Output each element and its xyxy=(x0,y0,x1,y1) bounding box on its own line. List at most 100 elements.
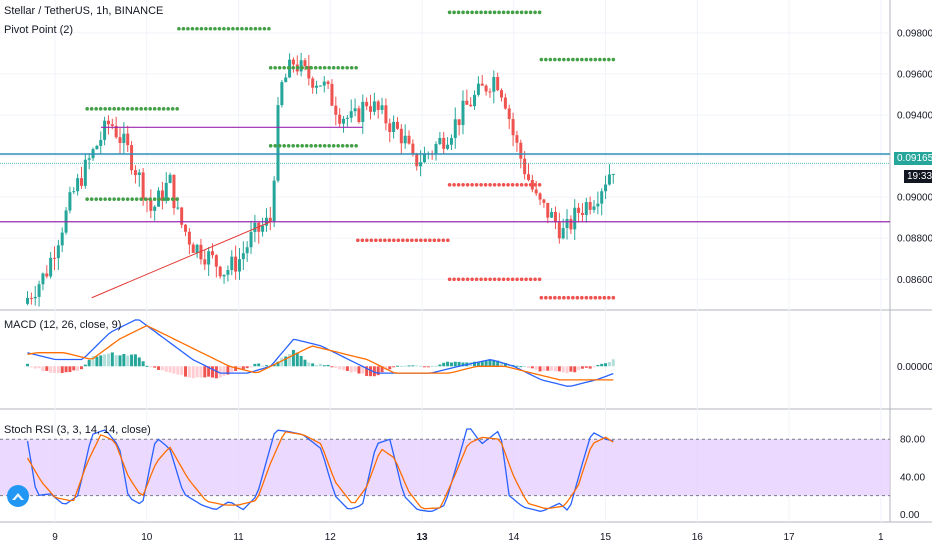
macd-histogram-bar xyxy=(226,366,230,375)
candle-up xyxy=(49,251,53,279)
macd-histogram-bar xyxy=(207,366,211,377)
macd-histogram-bar xyxy=(41,366,45,372)
macd-histogram-bar xyxy=(611,359,615,367)
candle-down xyxy=(430,150,434,160)
candle-up xyxy=(207,247,211,276)
candle-up xyxy=(60,227,64,253)
macd-histogram-bar xyxy=(426,366,430,368)
macd-histogram-bar xyxy=(160,366,164,371)
macd-histogram-bar xyxy=(157,366,161,370)
countdown-tag: 19:33 xyxy=(904,170,932,183)
macd-histogram-bar xyxy=(542,366,546,371)
candle-down xyxy=(357,105,361,124)
candle-down xyxy=(326,80,330,90)
macd-histogram-bar xyxy=(168,366,172,373)
pivot-level-resistance xyxy=(447,277,542,282)
pivot-level-support xyxy=(268,65,358,70)
macd-histogram-bar xyxy=(249,366,253,368)
macd-histogram-bar xyxy=(303,359,307,367)
candle-down xyxy=(210,243,214,259)
stoch-rsi-band xyxy=(0,438,890,497)
macd-histogram-bar xyxy=(264,365,268,367)
macd-histogram-bar xyxy=(187,366,191,378)
candle-up xyxy=(573,199,577,241)
macd-histogram-bar xyxy=(480,361,484,367)
macd-histogram-bar xyxy=(29,366,33,368)
candle-down xyxy=(187,228,191,255)
candle-up xyxy=(33,286,37,306)
macd-histogram-bar xyxy=(326,364,330,367)
macd-histogram-bar xyxy=(596,364,600,367)
macd-histogram-bar xyxy=(392,366,396,368)
macd-histogram-bar xyxy=(299,355,303,367)
macd-histogram-bar xyxy=(126,355,130,367)
grid xyxy=(0,0,932,523)
candle-down xyxy=(330,79,334,107)
macd-histogram-bar xyxy=(422,366,426,368)
candle-down xyxy=(395,117,399,130)
macd-histogram-bar xyxy=(288,353,292,367)
candle-up xyxy=(280,80,284,108)
macd-histogram-bar xyxy=(141,361,145,367)
tradingview-logo-icon[interactable] xyxy=(7,485,29,507)
trend-line[interactable] xyxy=(91,221,271,299)
macd-histogram-bar xyxy=(176,366,180,375)
candle-up xyxy=(245,241,249,262)
candle-up xyxy=(315,80,319,95)
macd-histogram-bar xyxy=(384,366,388,370)
time-axis-tick-label: 17 xyxy=(784,532,796,543)
macd-histogram-bar xyxy=(311,363,315,367)
macd-histogram-bar xyxy=(91,356,95,367)
candle-up xyxy=(153,205,157,221)
candle-down xyxy=(511,112,515,147)
last-price-tag: 0.09165 xyxy=(894,152,932,165)
stoch-rsi-band-fill xyxy=(0,439,890,496)
macd-histogram-bar xyxy=(145,365,149,367)
rsi-axis-tick-label: 0.00 xyxy=(900,510,920,521)
macd-histogram-bar xyxy=(395,365,399,367)
time-axis-tick-label: 11 xyxy=(233,532,244,543)
candle-up xyxy=(26,291,30,306)
macd-histogram-bar xyxy=(449,362,453,367)
candle-up xyxy=(76,173,80,196)
candle-down xyxy=(507,104,511,130)
macd-histogram-bar xyxy=(604,363,608,367)
pivot-level-resistance xyxy=(356,238,450,243)
symbol-title: Stellar / TetherUS, 1h, BINANCE xyxy=(4,5,164,17)
candle-down xyxy=(338,108,342,128)
macd-histogram-bar xyxy=(245,366,249,369)
macd-histogram-bar xyxy=(214,366,218,379)
macd-histogram-bar xyxy=(569,366,573,372)
macd-histogram-bar xyxy=(103,354,107,367)
macd-histogram-bar xyxy=(114,355,118,367)
price-axis-tick-label: 0.09000 xyxy=(897,193,932,204)
candle-up xyxy=(380,97,384,115)
candle-up xyxy=(392,115,396,139)
candle-down xyxy=(407,130,411,145)
macd-histogram-bar xyxy=(284,356,288,367)
candle-up xyxy=(168,172,172,184)
macd-histogram-bar xyxy=(573,366,577,373)
macd-histogram-bar xyxy=(261,365,265,367)
candle-up xyxy=(438,131,442,146)
candle-down xyxy=(334,96,338,126)
candle-up xyxy=(237,247,241,280)
candle-down xyxy=(415,152,419,171)
macd-histogram-bar xyxy=(342,366,346,371)
candle-up xyxy=(449,134,453,151)
macd-histogram-bar xyxy=(372,366,376,377)
candle-up xyxy=(164,172,168,204)
pivot-level-support xyxy=(539,57,616,62)
price-axis-tick-label: 0.09400 xyxy=(897,110,932,121)
candle-down xyxy=(133,165,137,184)
macd-histogram-bar xyxy=(523,366,527,368)
macd-histogram-bar xyxy=(530,366,534,369)
macd-axis-tick-label: 0.00000 xyxy=(897,362,932,373)
candle-up xyxy=(611,173,615,184)
candle-up xyxy=(596,191,600,215)
candle-down xyxy=(577,203,581,223)
macd-histogram-bar xyxy=(60,366,64,373)
macd-histogram-bar xyxy=(600,363,604,367)
macd-histogram-bar xyxy=(438,364,442,367)
